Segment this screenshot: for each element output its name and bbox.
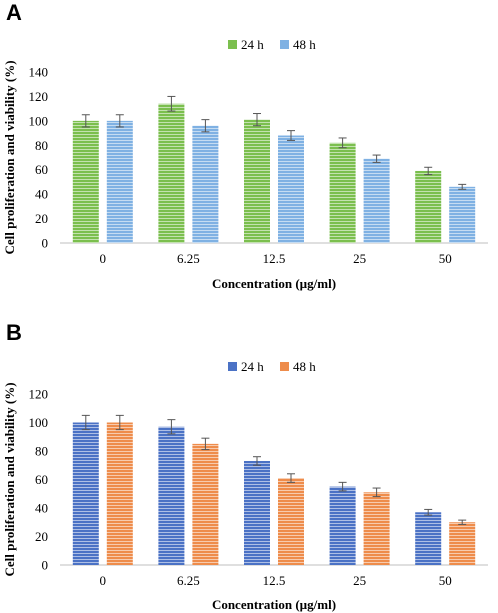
chart-a-legend-swatch <box>280 40 289 49</box>
chart-b-legend-label: 24 h <box>241 359 264 374</box>
chart-a-legend-label: 24 h <box>241 37 264 52</box>
chart-a-xtick-label: 12.5 <box>263 251 286 266</box>
chart-b-legend-swatch <box>228 362 237 371</box>
chart-b-bar <box>415 512 442 565</box>
chart-b-legend-swatch <box>280 362 289 371</box>
chart-b-legend-label: 48 h <box>293 359 316 374</box>
chart-b-bar <box>329 486 356 565</box>
chart-b-bar <box>72 422 99 565</box>
chart-a-xtick-label: 6.25 <box>177 251 200 266</box>
chart-a-xtick-label: 0 <box>100 251 107 266</box>
chart-b-ytick-label: 100 <box>29 415 49 430</box>
chart-a-legend-swatch <box>228 40 237 49</box>
chart-a-bar <box>449 186 476 243</box>
panel-b-letter: B <box>6 320 22 345</box>
chart-a-ytick-label: 40 <box>35 187 48 202</box>
chart-b-xtick-label: 6.25 <box>177 573 200 588</box>
panel-a-letter: A <box>6 0 22 25</box>
chart-a-ytick-label: 20 <box>35 211 48 226</box>
chart-b-svg: 0 20 40 60 80 100 120 0 6.25 12.5 25 50 Concentratio… <box>2 359 488 612</box>
chart-b-xtick-label: 0 <box>100 573 107 588</box>
chart-a-bar <box>329 142 356 243</box>
chart-a-y-axis-title: Cell proliferation and viability (%) <box>2 60 17 254</box>
chart-a-xtick-label: 50 <box>439 251 452 266</box>
chart-a-bar <box>244 119 270 243</box>
chart-a-ytick-label: 100 <box>29 113 49 128</box>
chart-b-xtick-label: 25 <box>353 573 366 588</box>
chart-a-ytick-label: 80 <box>35 138 48 153</box>
chart-a-legend-label: 48 h <box>293 37 316 52</box>
chart-b-ytick-label: 60 <box>35 472 48 487</box>
chart-b-ytick-label: 80 <box>35 444 48 459</box>
chart-b-bar <box>244 460 270 565</box>
chart-b-bar <box>449 522 476 565</box>
chart-a-xtick-label: 25 <box>353 251 366 266</box>
chart-b-y-axis-title: Cell proliferation and viability (%) <box>2 382 17 576</box>
chart-b-ytick-label: 20 <box>35 529 48 544</box>
chart-b-ytick-label: 40 <box>35 501 48 516</box>
chart-panel-b: B 0 20 40 60 80 100 120 0 6.25 12.5 25 50 Concentrat… <box>0 320 498 613</box>
chart-b-bar <box>192 443 219 565</box>
chart-a-bar <box>72 120 99 243</box>
chart-a-bar <box>192 125 219 243</box>
chart-b-ytick-label: 120 <box>29 387 49 402</box>
chart-a-bar <box>415 170 442 243</box>
chart-b-xtick-label: 50 <box>439 573 452 588</box>
chart-a-bar <box>158 103 185 243</box>
chart-b-bar <box>106 422 133 565</box>
chart-a-bar <box>278 135 304 243</box>
chart-a-ytick-label: 120 <box>29 89 49 104</box>
chart-panel-a: A 0 20 40 60 80 100 120 140 0 6.25 12.5 25 50 Concent… <box>0 0 498 305</box>
chart-b-bar <box>363 492 390 565</box>
chart-b-bar <box>158 426 185 565</box>
chart-a-svg: 0 20 40 60 80 100 120 140 0 6.25 12.5 25 50 Concentra… <box>2 37 488 291</box>
chart-a-ytick-label: 140 <box>29 65 49 80</box>
chart-b-bar <box>278 478 304 565</box>
chart-a-ytick-label: 60 <box>35 162 48 177</box>
chart-a-bar <box>106 120 133 243</box>
chart-b-x-axis-title: Concentration (µg/ml) <box>212 597 336 612</box>
chart-a-ytick-label: 0 <box>42 236 49 251</box>
chart-a-x-axis-title: Concentration (µg/ml) <box>212 276 336 291</box>
chart-b-xtick-label: 12.5 <box>263 573 286 588</box>
chart-a-bar <box>363 158 390 243</box>
chart-b-ytick-label: 0 <box>42 558 49 573</box>
